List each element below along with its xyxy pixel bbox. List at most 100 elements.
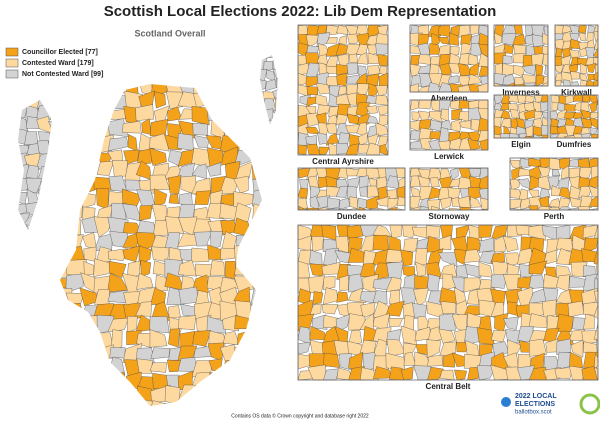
ward [467,366,481,381]
ward [538,175,551,191]
ward [69,358,86,375]
ward [80,84,101,98]
ward [49,177,52,190]
ward [66,314,84,336]
ward [65,92,82,111]
ward [65,147,86,167]
ward [438,140,451,151]
ward [24,228,40,230]
ward [322,287,339,305]
logo-line1: 2022 LOCAL [515,393,557,400]
ward [250,220,262,237]
ward [455,224,471,239]
ward [70,234,84,248]
inset-label: Aberdeen [431,94,468,103]
ward [375,85,388,97]
area-group [549,94,599,139]
ward [388,318,403,327]
ward [235,359,251,377]
ward [542,53,549,68]
area-group [409,99,489,151]
ward [60,244,72,263]
ward [339,274,349,292]
ward [593,71,599,82]
ward [326,37,338,44]
ward [322,276,336,290]
ward [66,84,86,96]
ward [321,304,339,315]
ward [298,205,309,211]
ward [178,259,198,277]
ward [551,101,560,111]
ward [335,185,348,198]
ward [395,167,406,178]
ward [379,144,389,156]
ward [346,106,359,116]
ward [60,330,71,346]
ward [209,372,226,391]
ward [251,161,262,181]
ward [49,187,52,202]
inset-frame [554,24,599,87]
ward [490,273,508,289]
ward [357,52,369,65]
ward [409,175,420,188]
ward [453,249,467,265]
ward [236,234,250,251]
legend-label: Not Contested Ward [99] [22,71,103,78]
ward [123,149,140,165]
ward [220,359,236,375]
ward [252,203,262,223]
ward [509,159,520,170]
ward [450,118,462,132]
ward [51,100,52,108]
ward [467,139,481,151]
ward [409,196,421,209]
ward [210,259,226,277]
ward [154,188,168,208]
ward [234,315,253,330]
ward [107,137,129,152]
ward [365,167,381,179]
ward [359,263,376,277]
ward [400,249,414,267]
ward [305,34,320,48]
ward [308,275,325,294]
ward [347,177,361,190]
ward [568,275,586,288]
ward [206,84,226,96]
ward [400,366,414,381]
ward [297,187,309,199]
ward [315,94,328,107]
ward [135,301,153,317]
ward [447,75,459,85]
ward [234,374,255,391]
ward [323,352,340,368]
ward [558,197,571,209]
ward [141,118,151,135]
ward [556,248,574,266]
ward [448,63,462,74]
ward [60,318,71,330]
ward [149,362,167,373]
ward [83,261,95,276]
area-group [493,94,549,139]
ward [581,287,599,307]
area-group [60,84,262,406]
ward [94,93,115,112]
ward [556,313,575,333]
ward [325,55,338,67]
ward [348,53,359,63]
ward [439,287,458,304]
ward [36,224,52,230]
ward [273,109,278,121]
ward [560,55,572,67]
area-group [554,24,599,87]
ward [572,125,584,135]
ward [177,233,198,247]
ward [440,197,452,210]
ward [439,313,456,332]
ward [39,200,51,219]
ward [209,384,225,404]
ward [219,370,240,390]
